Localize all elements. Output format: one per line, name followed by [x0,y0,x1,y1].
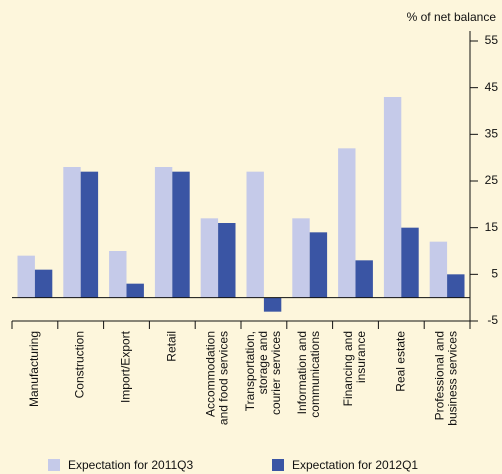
x-tick-line: Accommodation [204,331,218,417]
x-tick-line: communications [308,331,322,418]
bar [34,269,53,298]
x-tick-line: Import/Export [119,330,133,403]
bar [292,218,310,298]
bar [383,97,402,298]
x-tick-label: Retail [164,331,178,362]
x-tick-label: Financing andinsurance [341,331,368,407]
bar [109,251,127,298]
bar [447,274,465,298]
legend-label: Expectation for 2011Q3 [68,458,194,472]
y-tick-label: 35 [485,127,499,141]
x-tick-label: Transportation,storage andcourier servic… [243,331,283,415]
y-axis-label: % of net balance [407,10,497,24]
bar [154,167,173,298]
x-tick-line: storage and [256,331,270,394]
x-tick-label: Real estate [393,331,407,392]
x-tick-label: Professional andbusiness services [433,331,460,426]
y-tick-label: 5 [491,267,498,281]
x-tick-line: Professional and [433,331,447,420]
legend-label: Expectation for 2012Q1 [292,458,418,472]
bar [309,232,328,298]
bar [17,255,35,298]
y-tick-label: 15 [485,220,499,234]
bar [429,241,448,298]
x-tick-line: insurance [354,331,368,383]
x-tick-line: courier services [269,331,283,415]
y-tick-label: -5 [487,313,498,327]
x-tick-line: Transportation, [243,331,257,411]
bar [126,283,144,298]
bar [63,167,81,298]
bar [338,148,356,298]
x-tick-label: Information andcommunications [295,331,322,418]
x-tick-line: Construction [73,331,87,398]
bar [218,223,236,298]
y-tick-label: 45 [485,80,499,94]
bar [200,218,219,298]
x-tick-line: and food services [217,331,231,425]
x-tick-line: Financing and [341,331,355,406]
bar [246,171,264,298]
bar [355,260,373,298]
legend-swatch [272,459,284,471]
bar [401,227,419,298]
x-tick-label: Construction [73,331,87,398]
x-tick-line: business services [446,331,460,426]
y-tick-label: 25 [485,173,499,187]
x-tick-line: Retail [164,331,178,362]
x-tick-label: Import/Export [119,330,133,403]
x-tick-line: Real estate [393,331,407,392]
x-tick-label: Accommodationand food services [204,331,231,425]
y-tick-label: 55 [485,33,499,47]
bar [80,171,99,298]
legend-swatch [48,459,60,471]
bar [263,297,282,312]
x-tick-line: Manufacturing [27,331,41,407]
x-tick-label: Manufacturing [27,331,41,407]
x-tick-line: Information and [295,331,309,414]
bar [172,171,190,298]
